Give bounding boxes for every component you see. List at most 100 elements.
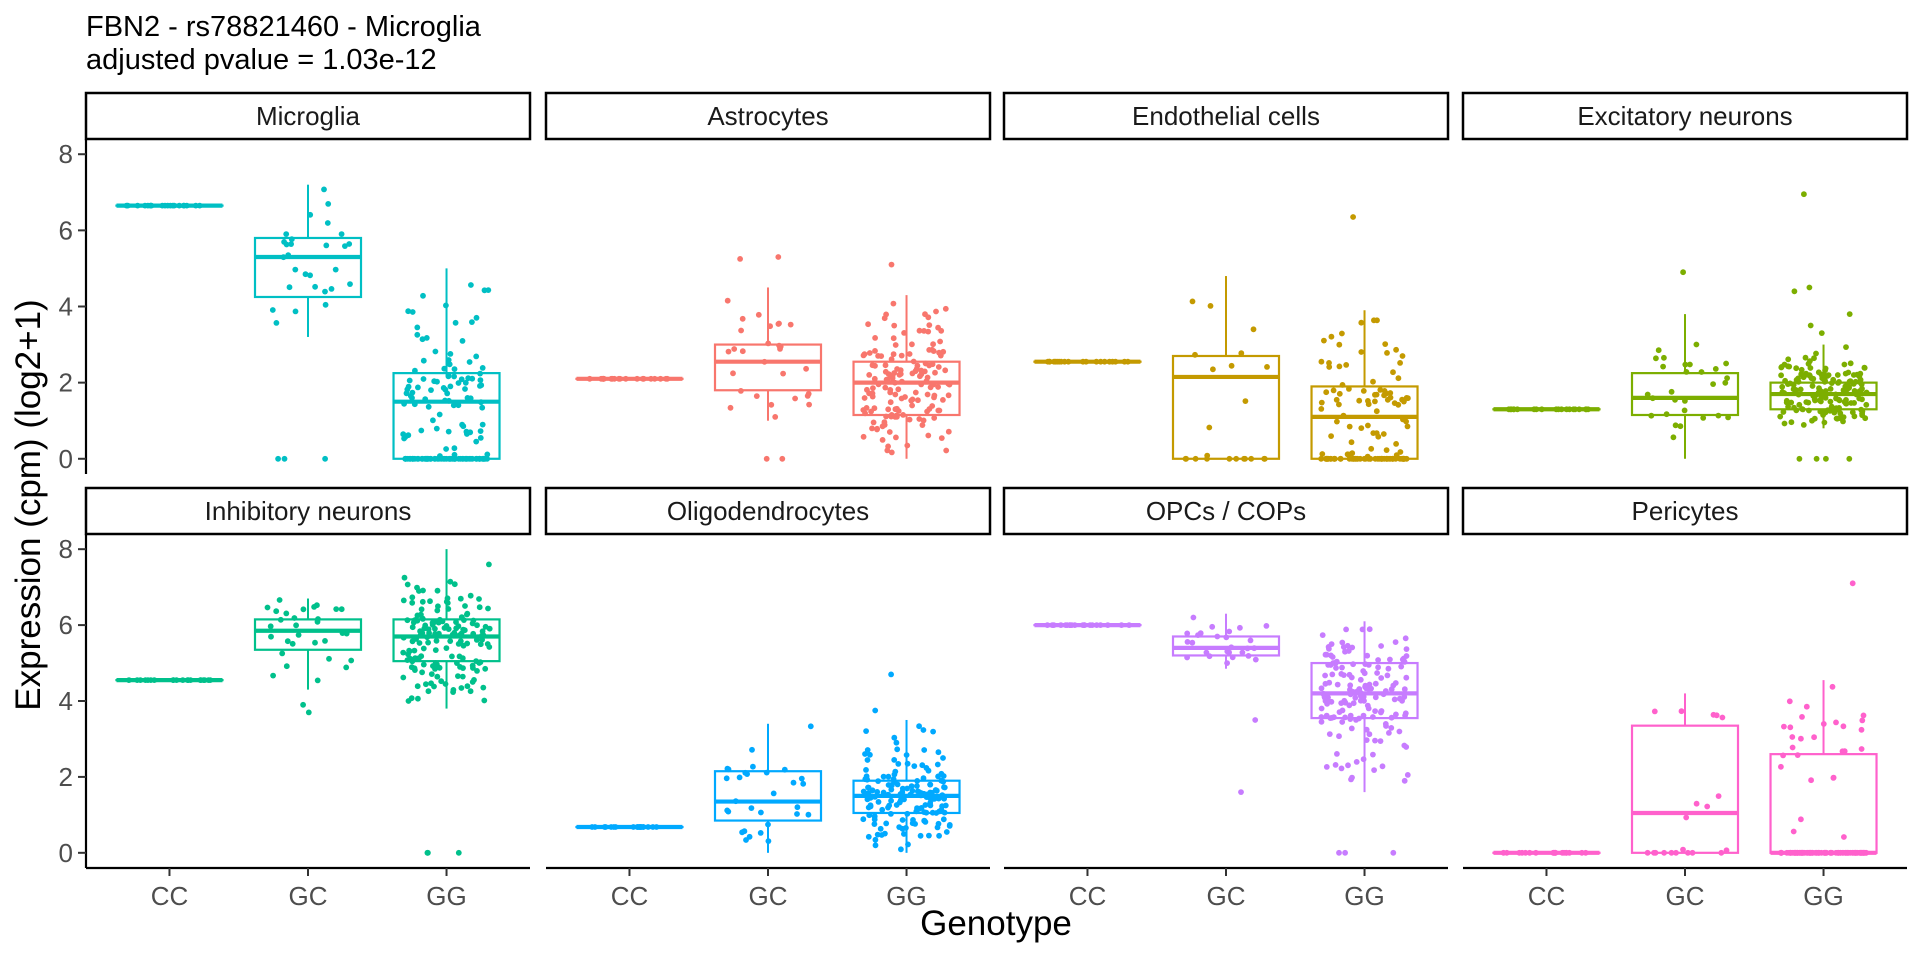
data-point xyxy=(328,286,335,292)
data-point xyxy=(736,774,743,781)
data-point xyxy=(940,773,947,779)
data-point xyxy=(1366,626,1373,633)
data-point xyxy=(931,394,937,401)
data-point xyxy=(459,673,466,680)
data-point xyxy=(1670,434,1677,441)
box xyxy=(1630,724,1740,854)
outlier-point xyxy=(305,709,312,716)
data-point xyxy=(1693,800,1700,807)
data-point xyxy=(485,605,491,612)
y-tick-label: 2 xyxy=(59,368,73,398)
data-point xyxy=(916,327,923,334)
data-point xyxy=(1834,372,1841,378)
data-point xyxy=(940,816,947,823)
box-group xyxy=(1492,406,1601,413)
data-point xyxy=(935,364,942,370)
data-point xyxy=(864,386,870,393)
data-point xyxy=(1190,614,1197,621)
data-point xyxy=(909,341,915,348)
data-point xyxy=(1366,731,1373,738)
data-point xyxy=(1346,423,1353,430)
data-point xyxy=(446,361,453,368)
data-point xyxy=(927,781,934,788)
outlier-point xyxy=(779,455,786,462)
data-point xyxy=(770,790,777,797)
data-point xyxy=(1808,777,1814,784)
data-point xyxy=(270,672,276,679)
data-point xyxy=(1797,386,1804,393)
data-point xyxy=(875,799,882,805)
data-point xyxy=(1385,665,1392,672)
y-tick-label: 8 xyxy=(59,139,73,169)
data-point xyxy=(1206,424,1213,431)
data-point xyxy=(480,684,487,691)
data-point xyxy=(1840,723,1847,730)
box-group xyxy=(1310,214,1419,462)
data-point xyxy=(1318,705,1325,712)
data-point xyxy=(409,624,416,631)
box-group xyxy=(852,671,961,853)
box xyxy=(1171,354,1281,460)
data-point xyxy=(924,408,930,415)
data-point xyxy=(792,395,798,402)
data-point xyxy=(422,622,429,629)
data-point xyxy=(449,653,455,660)
facet-strip xyxy=(1461,486,1909,536)
x-tick-label: GC xyxy=(289,881,328,911)
box-group xyxy=(1033,358,1142,365)
data-point xyxy=(451,373,457,380)
y-tick-label: 0 xyxy=(59,838,73,868)
data-point xyxy=(312,639,318,646)
data-point xyxy=(333,606,340,612)
data-point xyxy=(1789,734,1796,740)
data-point xyxy=(1396,728,1403,735)
data-point xyxy=(1343,362,1350,368)
data-point xyxy=(935,749,942,756)
outlier-point xyxy=(1846,311,1853,317)
data-point xyxy=(283,231,290,238)
data-point xyxy=(892,391,899,398)
data-point xyxy=(1378,643,1384,649)
facet-panel: Astrocytes xyxy=(544,91,992,462)
data-point xyxy=(1336,341,1343,348)
data-point xyxy=(283,241,290,248)
data-point xyxy=(1825,372,1832,378)
data-point xyxy=(431,683,437,690)
box-group xyxy=(1769,580,1878,856)
data-point xyxy=(1346,702,1353,709)
data-point xyxy=(894,746,901,753)
data-point xyxy=(1816,385,1822,392)
data-point xyxy=(1338,671,1345,677)
data-point xyxy=(293,622,299,629)
data-point xyxy=(1779,383,1786,390)
data-point xyxy=(937,352,944,359)
data-point xyxy=(1393,711,1399,718)
data-point xyxy=(1378,708,1385,714)
data-point xyxy=(911,763,918,769)
data-point xyxy=(406,377,413,384)
chart-subtitle: adjusted pvalue = 1.03e-12 xyxy=(86,44,437,76)
box-group xyxy=(1630,693,1740,856)
data-point xyxy=(1785,356,1792,363)
data-point xyxy=(279,650,286,657)
data-point xyxy=(1677,423,1684,430)
data-point xyxy=(302,271,309,278)
data-point xyxy=(870,419,877,426)
data-point xyxy=(467,592,474,599)
data-point xyxy=(931,415,938,421)
data-point xyxy=(863,405,870,411)
data-point xyxy=(945,428,952,435)
outlier-point xyxy=(281,455,288,462)
data-point xyxy=(1343,626,1349,633)
data-point xyxy=(264,604,271,611)
data-point xyxy=(865,833,872,840)
box xyxy=(852,360,961,417)
data-point xyxy=(919,762,926,769)
data-point xyxy=(462,379,469,386)
data-point xyxy=(273,320,280,326)
data-point xyxy=(418,606,425,613)
y-tick-label: 6 xyxy=(59,610,73,640)
data-point xyxy=(1405,395,1411,402)
data-point xyxy=(930,728,936,735)
data-point xyxy=(1392,680,1399,686)
